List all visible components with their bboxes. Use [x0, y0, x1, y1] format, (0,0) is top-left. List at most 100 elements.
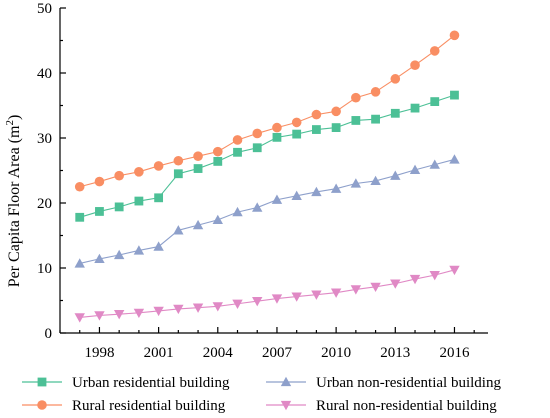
- x-tick-label-2004: 2004: [203, 345, 234, 361]
- series-line-3: [79, 269, 455, 318]
- data-point-1-2011: [350, 178, 362, 188]
- data-point-2-2000: [134, 167, 144, 177]
- data-point-1-2005: [232, 206, 243, 217]
- data-point-3-2010: [330, 288, 342, 298]
- series-1: [74, 154, 460, 268]
- y-tick-label-40: 40: [37, 66, 52, 82]
- data-point-0-2008: [292, 129, 302, 139]
- x-tick-label-2007: 2007: [262, 345, 293, 361]
- data-point-3-2002: [173, 304, 184, 315]
- data-point-3-2012: [370, 282, 381, 293]
- data-point-3-2000: [133, 308, 145, 319]
- data-point-0-2016: [450, 90, 459, 100]
- data-point-2-2004: [212, 146, 223, 157]
- data-point-2-2012: [370, 87, 381, 97]
- data-point-1-2015: [429, 159, 440, 169]
- data-point-1-2003: [192, 219, 204, 230]
- y-tick-label-30: 30: [37, 131, 52, 147]
- data-point-2-2003: [193, 151, 203, 161]
- legend-label-3: Rural non-residential building: [316, 398, 497, 414]
- data-point-3-2009: [311, 290, 322, 300]
- data-point-3-2005: [232, 299, 243, 309]
- y-axis-title-main: Per Capita Floor Area (m: [6, 125, 23, 287]
- x-tick-label-1998: 1998: [84, 345, 114, 361]
- data-point-2-2008: [291, 117, 302, 128]
- data-point-3-2001: [153, 306, 164, 317]
- data-point-3-2006: [252, 296, 263, 307]
- data-point-0-2007: [272, 132, 282, 142]
- legend-item-2: Rural residential building: [22, 398, 226, 414]
- data-point-1-2001: [153, 241, 164, 251]
- data-point-0-2000: [134, 196, 144, 206]
- data-point-3-2014: [409, 274, 421, 285]
- data-point-0-1998: [95, 207, 104, 216]
- data-point-1-2009: [311, 186, 322, 197]
- data-point-3-2008: [291, 292, 302, 302]
- data-point-2-2007: [272, 122, 282, 133]
- data-point-3-1999: [113, 309, 125, 320]
- plot-area: [74, 30, 460, 323]
- series-3: [74, 265, 460, 323]
- y-axis-title-close: ): [6, 115, 23, 120]
- data-point-0-2002: [173, 169, 183, 179]
- data-point-0-2004: [213, 157, 223, 166]
- data-point-0-1999: [114, 202, 124, 212]
- data-point-2-2006: [252, 128, 263, 139]
- data-point-3-2004: [212, 302, 223, 312]
- data-point-2-2015: [429, 46, 440, 56]
- axes: 0 10 20 30 40 50 1998 2001 2004 2007 2010 2013 2016: [37, 1, 488, 361]
- data-point-1-2000: [133, 245, 145, 255]
- legend-item-0: Urban residential building: [22, 375, 230, 391]
- legend-marker-1: [280, 376, 292, 387]
- data-point-0-2009: [312, 125, 321, 134]
- legend-marker-2: [37, 400, 47, 410]
- data-point-2-2001: [153, 161, 164, 171]
- x-tick-label-2010: 2010: [321, 345, 351, 361]
- data-point-0-2011: [351, 116, 361, 125]
- y-tick-label-50: 50: [37, 1, 52, 17]
- data-point-2-2013: [390, 74, 401, 84]
- data-point-3-2007: [271, 294, 283, 304]
- data-point-1-1997: [74, 258, 85, 268]
- data-point-1-1998: [94, 253, 105, 264]
- data-point-0-2010: [331, 123, 341, 132]
- data-point-1-2013: [390, 170, 401, 180]
- legend-item-3: Rural non-residential building: [266, 398, 497, 414]
- data-point-2-2011: [351, 92, 361, 103]
- y-axis-title: Per Capita Floor Area (m2): [4, 115, 23, 288]
- data-point-0-2013: [390, 108, 400, 118]
- data-point-1-2002: [173, 225, 184, 235]
- data-point-1-2010: [330, 183, 342, 193]
- data-point-2-1997: [74, 181, 85, 192]
- legend-label-0: Urban residential building: [72, 375, 230, 391]
- data-point-0-2003: [193, 164, 203, 173]
- x-tick-label-2013: 2013: [380, 345, 410, 361]
- y-tick-label-0: 0: [45, 326, 53, 342]
- data-point-1-2012: [370, 175, 381, 186]
- legend-label-1: Urban non-residential building: [316, 375, 501, 391]
- data-point-1-2008: [291, 190, 302, 201]
- data-point-3-2013: [390, 279, 401, 289]
- x-tick-label-2001: 2001: [144, 345, 174, 361]
- data-point-2-1998: [94, 176, 105, 187]
- data-point-3-2011: [350, 285, 362, 295]
- legend-item-1: Urban non-residential building: [266, 375, 501, 391]
- data-point-0-2012: [371, 114, 380, 124]
- data-point-3-2015: [429, 270, 440, 281]
- data-point-2-1999: [114, 170, 124, 181]
- data-point-1-2004: [212, 214, 223, 225]
- legend-label-2: Rural residential building: [72, 398, 226, 414]
- data-point-2-2009: [311, 109, 322, 120]
- series-2: [74, 30, 460, 192]
- data-point-3-1998: [94, 311, 105, 321]
- y-axis-title-superscript: 2: [4, 120, 16, 126]
- data-point-1-2006: [252, 202, 263, 212]
- data-point-1-1999: [113, 249, 125, 260]
- legend-marker-0: [37, 377, 47, 387]
- data-point-3-1997: [74, 313, 85, 323]
- legend: Urban residential building Urban non-resi…: [22, 375, 501, 414]
- data-point-0-2001: [154, 193, 164, 203]
- data-point-0-2015: [430, 97, 440, 106]
- data-point-0-2014: [410, 103, 420, 113]
